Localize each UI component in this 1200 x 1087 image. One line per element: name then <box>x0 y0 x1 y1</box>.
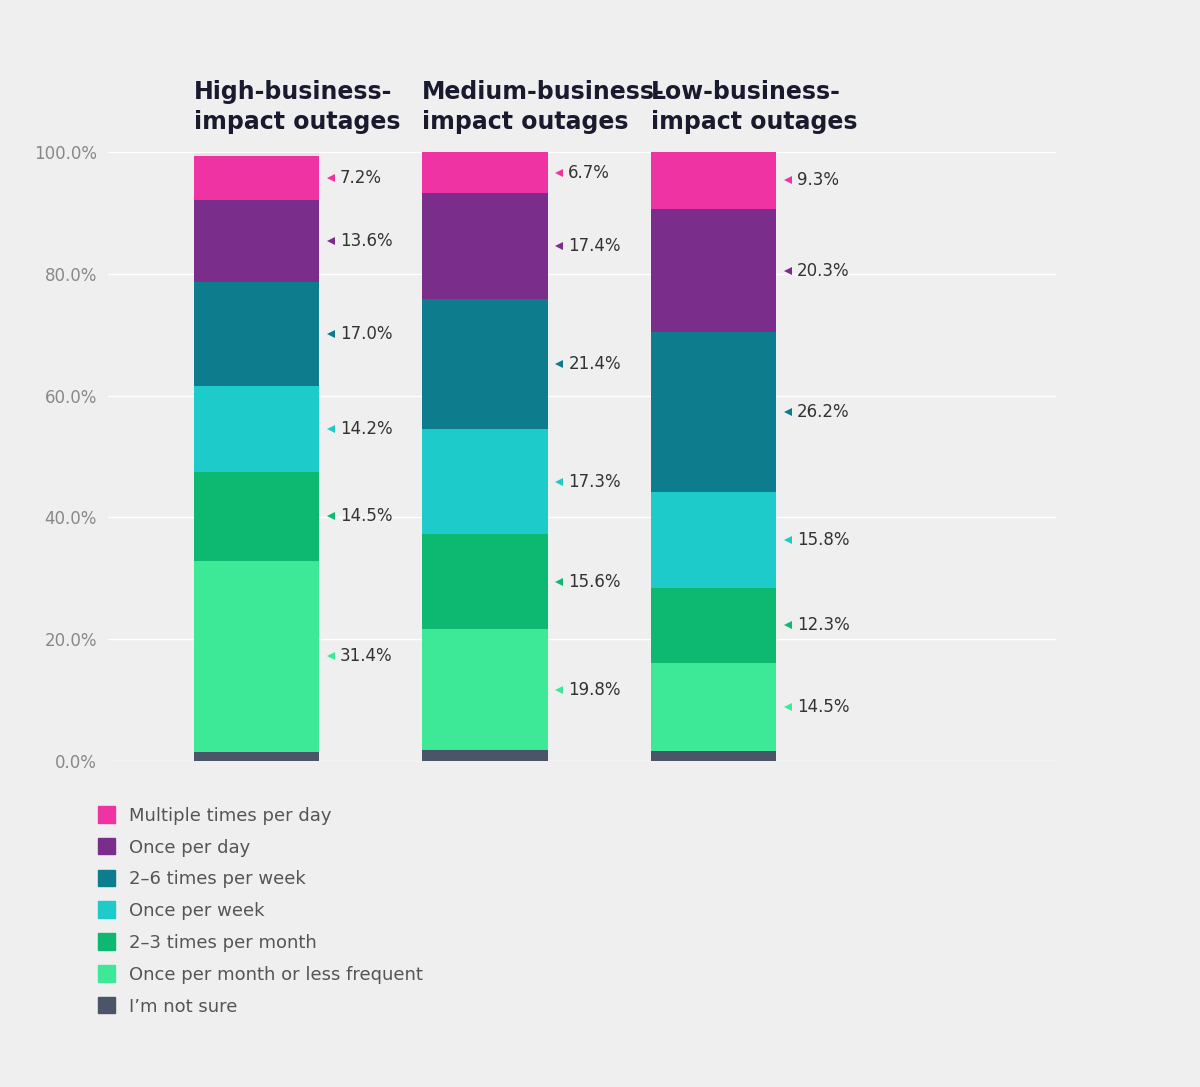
Text: 14.2%: 14.2% <box>340 421 392 438</box>
Text: Medium-business-
impact outages: Medium-business- impact outages <box>422 80 665 134</box>
Bar <box>650 588 776 663</box>
Text: High-business-
impact outages: High-business- impact outages <box>193 80 400 134</box>
Legend: Multiple times per day, Once per day, 2–6 times per week, Once per week, 2–3 tim: Multiple times per day, Once per day, 2–… <box>98 807 422 1015</box>
Bar <box>650 751 776 761</box>
Bar <box>193 152 319 761</box>
Bar <box>193 200 319 283</box>
Bar <box>422 152 547 761</box>
Text: 21.4%: 21.4% <box>569 355 620 373</box>
Text: 12.3%: 12.3% <box>797 616 850 635</box>
Bar <box>193 155 319 200</box>
Text: 9.3%: 9.3% <box>797 172 839 189</box>
Bar <box>650 333 776 491</box>
Text: 14.5%: 14.5% <box>797 698 850 716</box>
Text: 26.2%: 26.2% <box>797 403 850 421</box>
Text: 7.2%: 7.2% <box>340 168 382 187</box>
Bar <box>193 473 319 561</box>
Bar <box>422 152 547 193</box>
Bar <box>193 386 319 473</box>
Text: Low-business-
impact outages: Low-business- impact outages <box>650 80 857 134</box>
Text: 19.8%: 19.8% <box>569 680 620 699</box>
Bar <box>422 429 547 535</box>
Text: 20.3%: 20.3% <box>797 262 850 279</box>
Text: 15.6%: 15.6% <box>569 573 620 591</box>
Text: 15.8%: 15.8% <box>797 530 850 549</box>
Bar <box>650 152 776 209</box>
Bar <box>650 491 776 588</box>
Text: 13.6%: 13.6% <box>340 232 392 250</box>
Bar <box>422 535 547 629</box>
Text: 6.7%: 6.7% <box>569 163 610 182</box>
Bar <box>422 750 547 761</box>
Bar <box>422 193 547 299</box>
Bar <box>650 152 776 761</box>
Bar <box>193 283 319 386</box>
Bar <box>422 629 547 750</box>
Bar <box>193 561 319 752</box>
Text: 31.4%: 31.4% <box>340 647 392 665</box>
Bar <box>422 299 547 429</box>
Text: 17.4%: 17.4% <box>569 237 620 255</box>
Bar <box>650 209 776 333</box>
Bar <box>650 663 776 751</box>
Text: 17.0%: 17.0% <box>340 325 392 343</box>
Text: 17.3%: 17.3% <box>569 473 620 491</box>
Text: 14.5%: 14.5% <box>340 508 392 525</box>
Bar <box>193 752 319 761</box>
